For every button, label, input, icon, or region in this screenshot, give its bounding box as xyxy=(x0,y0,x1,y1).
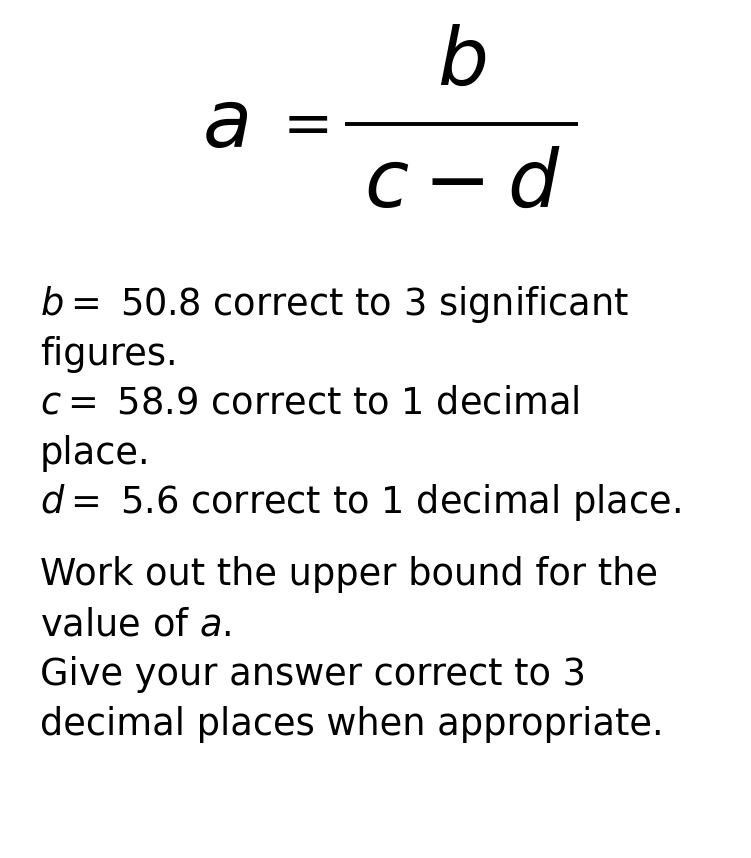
Text: $\mathit{a}$: $\mathit{a}$ xyxy=(202,86,249,163)
Text: Give your answer correct to 3: Give your answer correct to 3 xyxy=(40,656,586,693)
Text: $d = $ 5.6 correct to 1 decimal place.: $d = $ 5.6 correct to 1 decimal place. xyxy=(40,482,680,523)
Text: Work out the upper bound for the: Work out the upper bound for the xyxy=(40,556,658,594)
Text: $b = $ 50.8 correct to 3 significant: $b = $ 50.8 correct to 3 significant xyxy=(40,284,629,325)
Text: $\mathit{c} - \mathit{d}$: $\mathit{c} - \mathit{d}$ xyxy=(363,146,560,223)
Text: $c = $ 58.9 correct to 1 decimal: $c = $ 58.9 correct to 1 decimal xyxy=(40,384,579,422)
Text: value of $a$.: value of $a$. xyxy=(40,606,231,644)
Text: place.: place. xyxy=(40,434,151,472)
Text: figures.: figures. xyxy=(40,335,178,373)
Text: decimal places when appropriate.: decimal places when appropriate. xyxy=(40,705,664,743)
Text: $=$: $=$ xyxy=(271,95,330,154)
Text: $\mathit{b}$: $\mathit{b}$ xyxy=(437,24,487,101)
